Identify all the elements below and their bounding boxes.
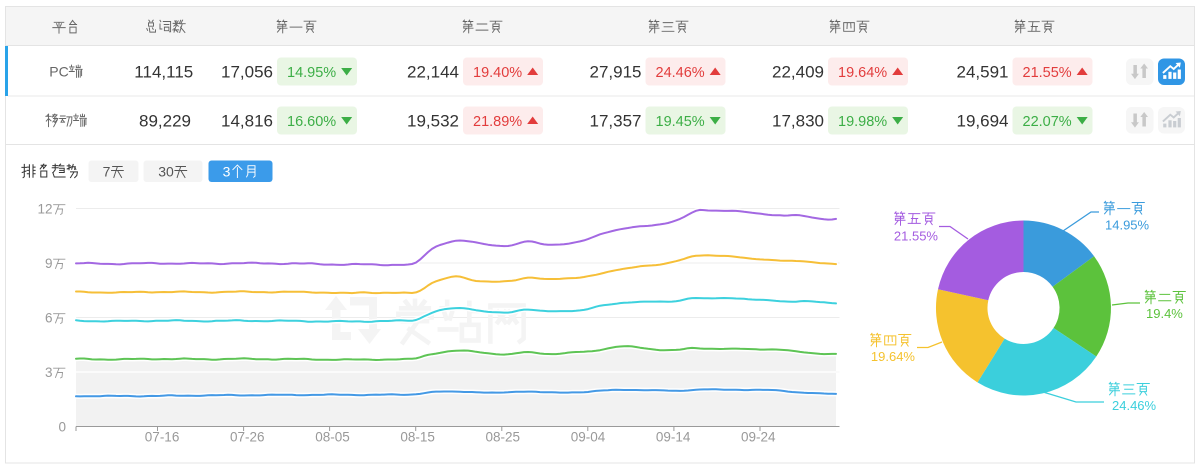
svg-text:21.55%: 21.55%: [1023, 65, 1072, 81]
svg-text:3: 3: [223, 163, 231, 179]
svg-text:19.64%: 19.64%: [871, 349, 916, 364]
svg-text:19.45%: 19.45%: [656, 114, 705, 130]
svg-text:27,915: 27,915: [590, 63, 642, 82]
svg-text:114,115: 114,115: [134, 63, 193, 82]
svg-text:19.4%: 19.4%: [1146, 306, 1183, 321]
svg-text:22,409: 22,409: [772, 63, 824, 82]
svg-text:24,591: 24,591: [957, 63, 1009, 82]
svg-text:14,816: 14,816: [221, 112, 273, 131]
svg-text:21.89%: 21.89%: [473, 114, 522, 130]
svg-text:6: 6: [45, 310, 53, 325]
svg-text:19,694: 19,694: [957, 112, 1009, 131]
svg-text:19.98%: 19.98%: [838, 114, 887, 130]
svg-text:30: 30: [158, 163, 174, 179]
svg-text:08-05: 08-05: [315, 430, 350, 445]
svg-text:3: 3: [45, 365, 53, 380]
svg-text:19.40%: 19.40%: [473, 65, 522, 81]
svg-text:16.60%: 16.60%: [287, 114, 336, 130]
svg-text:22,144: 22,144: [407, 63, 459, 82]
svg-text:0: 0: [59, 419, 67, 434]
svg-text:09-24: 09-24: [741, 430, 776, 445]
svg-text:09-14: 09-14: [656, 430, 691, 445]
svg-text:17,357: 17,357: [590, 112, 642, 131]
svg-text:24.46%: 24.46%: [1112, 398, 1157, 413]
svg-text:19,532: 19,532: [407, 112, 459, 131]
svg-text:22.07%: 22.07%: [1023, 114, 1072, 130]
svg-text:19.64%: 19.64%: [838, 65, 887, 81]
svg-text:89,229: 89,229: [139, 112, 191, 131]
svg-text:08-25: 08-25: [486, 430, 521, 445]
svg-text:17,056: 17,056: [221, 63, 273, 82]
svg-text:7: 7: [103, 163, 111, 179]
svg-text:9: 9: [45, 256, 53, 271]
svg-text:07-16: 07-16: [145, 430, 180, 445]
svg-text:14.95%: 14.95%: [287, 65, 336, 81]
svg-text:07-26: 07-26: [230, 430, 265, 445]
svg-text:17,830: 17,830: [772, 112, 824, 131]
svg-text:21.55%: 21.55%: [894, 229, 939, 244]
svg-text:PC: PC: [49, 64, 68, 80]
svg-text:24.46%: 24.46%: [656, 65, 705, 81]
svg-text:14.95%: 14.95%: [1105, 218, 1150, 233]
svg-text:09-04: 09-04: [571, 430, 606, 445]
svg-text:12: 12: [38, 201, 53, 216]
svg-text:08-15: 08-15: [400, 430, 435, 445]
